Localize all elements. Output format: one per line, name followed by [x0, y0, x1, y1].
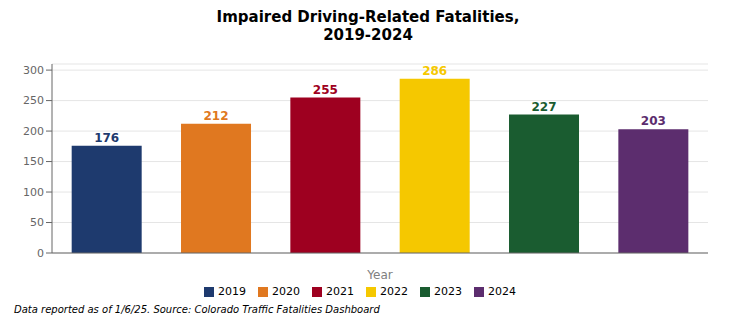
- svg-text:100: 100: [23, 186, 44, 199]
- svg-text:200: 200: [23, 125, 44, 138]
- svg-text:212: 212: [203, 109, 228, 123]
- svg-text:176: 176: [94, 131, 119, 145]
- html-text:2019-2024: 2019-2024: [323, 26, 413, 44]
- svg-text:286: 286: [422, 64, 447, 78]
- svg-text:227: 227: [531, 100, 556, 114]
- html-text:2023: 2023: [434, 285, 462, 298]
- svg-text:50: 50: [30, 216, 44, 229]
- svg-text:255: 255: [313, 83, 338, 97]
- svg-text:300: 300: [23, 64, 44, 77]
- svg-text:0: 0: [37, 247, 44, 260]
- svg-text:203: 203: [641, 114, 666, 128]
- html-text:Data reported as of 1/6/25. So: Data reported as of 1/6/25. Source: Colo…: [14, 304, 380, 315]
- html-text:2021: 2021: [326, 285, 354, 298]
- html-text:2022: 2022: [380, 285, 408, 298]
- svg-text:250: 250: [23, 94, 44, 107]
- svg-text:150: 150: [23, 155, 44, 168]
- html-text:2019: 2019: [218, 285, 246, 298]
- html-text:Impaired Driving-Related Fatal: Impaired Driving-Related Fatalities,: [216, 8, 520, 26]
- svg-text:Year: Year: [366, 268, 392, 282]
- html-text:2024: 2024: [488, 285, 516, 298]
- html-text:2020: 2020: [272, 285, 300, 298]
